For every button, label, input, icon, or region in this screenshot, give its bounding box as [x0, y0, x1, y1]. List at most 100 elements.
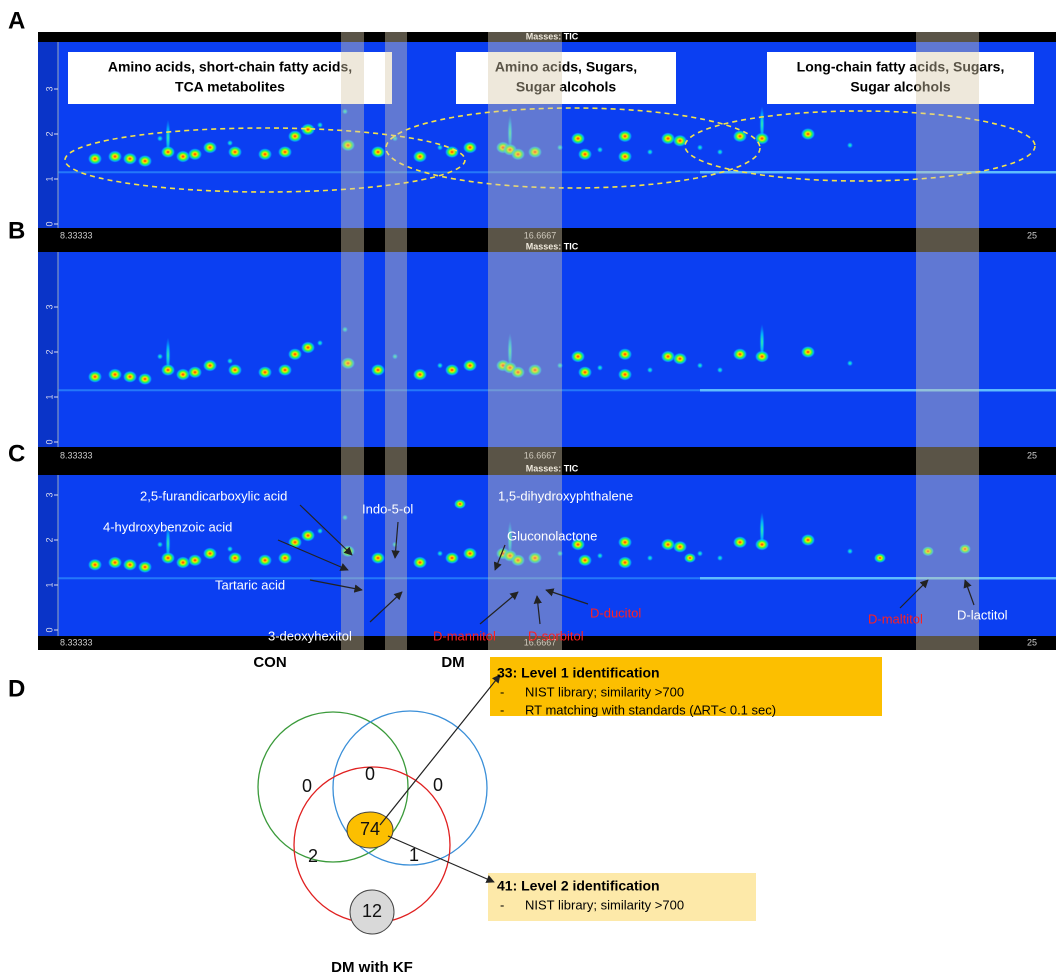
annotation: 2,5-furandicarboxylic acid — [140, 488, 287, 503]
peak — [371, 552, 385, 564]
venn-arrow — [388, 836, 494, 882]
minor-peak — [317, 340, 323, 346]
peak — [733, 536, 747, 548]
y-tick-label: 1 — [44, 394, 54, 399]
highlight-band — [385, 32, 407, 650]
peak — [258, 366, 272, 378]
box-title: 41: Level 2 identification — [497, 878, 660, 894]
peak — [673, 353, 687, 365]
peak — [108, 151, 122, 163]
peak — [123, 153, 137, 165]
y-tick-label: 2 — [44, 131, 54, 136]
minor-peak — [157, 354, 163, 360]
region-count: 0 — [365, 764, 375, 784]
peak — [88, 559, 102, 571]
peak — [161, 146, 175, 158]
peak — [108, 557, 122, 569]
panel-label: B — [8, 217, 25, 244]
annotation: 3-deoxyhexitol — [268, 628, 352, 643]
minor-peak — [647, 555, 653, 561]
annotation: Tartaric acid — [215, 577, 285, 592]
peak — [228, 364, 242, 376]
peak — [413, 369, 427, 381]
box-item: NIST library; similarity >700 — [525, 684, 684, 699]
peak — [371, 364, 385, 376]
peak — [463, 360, 477, 372]
peak — [463, 142, 477, 154]
peak — [301, 530, 315, 542]
peak — [578, 148, 592, 160]
region-count: 12 — [362, 901, 382, 921]
minor-peak — [227, 140, 233, 146]
y-tick-label: 0 — [44, 439, 54, 444]
y-tick-label: 1 — [44, 176, 54, 181]
peak — [445, 552, 459, 564]
group-label: TCA metabolites — [175, 79, 285, 95]
x-tick-label: 8.33333 — [60, 450, 93, 460]
peak — [661, 351, 675, 363]
peak — [108, 369, 122, 381]
peak — [188, 554, 202, 566]
panel-label: D — [8, 675, 25, 702]
minor-peak — [697, 551, 703, 557]
minor-peak — [157, 136, 163, 142]
peak — [301, 342, 315, 354]
peak — [618, 536, 632, 548]
peak — [138, 561, 152, 573]
peak — [578, 366, 592, 378]
minor-peak — [697, 145, 703, 151]
peak — [288, 536, 302, 548]
peak — [454, 499, 466, 509]
bullet: - — [500, 702, 504, 717]
y-tick-label: 3 — [44, 492, 54, 497]
minor-peak — [597, 365, 603, 371]
peak — [278, 364, 292, 376]
peak — [123, 559, 137, 571]
region-count: 0 — [302, 776, 312, 796]
minor-peak — [717, 149, 723, 155]
minor-peak — [647, 367, 653, 373]
minor-peak — [317, 528, 323, 534]
minor-peak — [717, 367, 723, 373]
minor-peak — [597, 553, 603, 559]
region-count: 1 — [409, 845, 419, 865]
y-tick-label: 3 — [44, 304, 54, 309]
peak — [445, 364, 459, 376]
set-label: DM — [441, 654, 464, 671]
set-label: CON — [253, 654, 286, 671]
peak — [176, 369, 190, 381]
annotation: D-sorbitol — [528, 628, 584, 643]
peak — [228, 146, 242, 158]
group-label: Amino acids, short-chain fatty acids, — [108, 59, 352, 75]
box-item: NIST library; similarity >700 — [525, 897, 684, 912]
minor-peak — [847, 360, 853, 366]
peak — [618, 348, 632, 360]
peak — [733, 348, 747, 360]
peak — [578, 554, 592, 566]
minor-peak — [437, 363, 443, 369]
peak — [138, 155, 152, 167]
peak — [371, 146, 385, 158]
peak — [188, 148, 202, 160]
peak — [755, 539, 769, 551]
minor-peak — [437, 551, 443, 557]
annotation: D-lactitol — [957, 607, 1008, 622]
highlight-band — [341, 32, 364, 650]
annotation: 4-hydroxybenzoic acid — [103, 519, 232, 534]
peak — [203, 360, 217, 372]
peak — [673, 135, 687, 147]
peak — [138, 373, 152, 385]
y-tick-label: 3 — [44, 86, 54, 91]
peak — [618, 557, 632, 569]
peak — [188, 366, 202, 378]
peak — [661, 133, 675, 145]
x-tick-label: 8.33333 — [60, 637, 93, 647]
peak — [258, 148, 272, 160]
y-tick-label: 1 — [44, 582, 54, 587]
peak — [684, 553, 696, 563]
annotation: Indo-5-ol — [362, 501, 413, 516]
peak — [801, 128, 815, 140]
axis-margin — [38, 475, 58, 636]
peak — [413, 151, 427, 163]
peak — [463, 548, 477, 560]
